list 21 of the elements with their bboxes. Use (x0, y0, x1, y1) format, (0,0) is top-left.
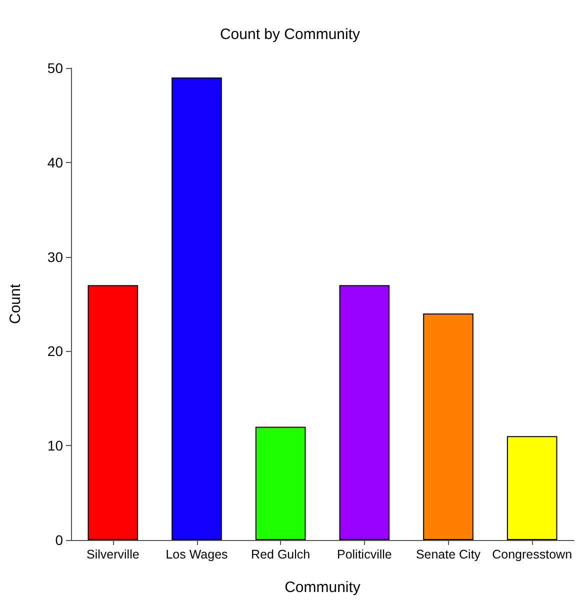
y-tick-label: 0 (55, 532, 64, 548)
x-tick-label: Los Wages (166, 548, 228, 562)
x-tick-label: Congresstown (492, 548, 572, 562)
bar (255, 426, 306, 540)
x-tick-label: Red Gulch (251, 548, 310, 562)
y-tick-label: 50 (47, 60, 64, 76)
y-tick-label: 20 (47, 343, 64, 360)
bar (423, 313, 474, 540)
chart-title: Count by Community (220, 26, 361, 43)
y-tick-label: 30 (47, 248, 64, 265)
y-tick-label: 40 (47, 154, 64, 170)
x-tick-label: Silverville (86, 548, 140, 562)
bar (172, 77, 222, 540)
x-tick-label: Politicville (336, 548, 392, 562)
bar (88, 285, 138, 540)
y-tick-label: 10 (47, 438, 64, 454)
x-tick-label: Senate City (416, 548, 482, 562)
y-axis-title: Count (7, 283, 24, 324)
bar (506, 436, 558, 540)
bar (339, 285, 390, 540)
x-axis-title: Community (284, 579, 361, 596)
